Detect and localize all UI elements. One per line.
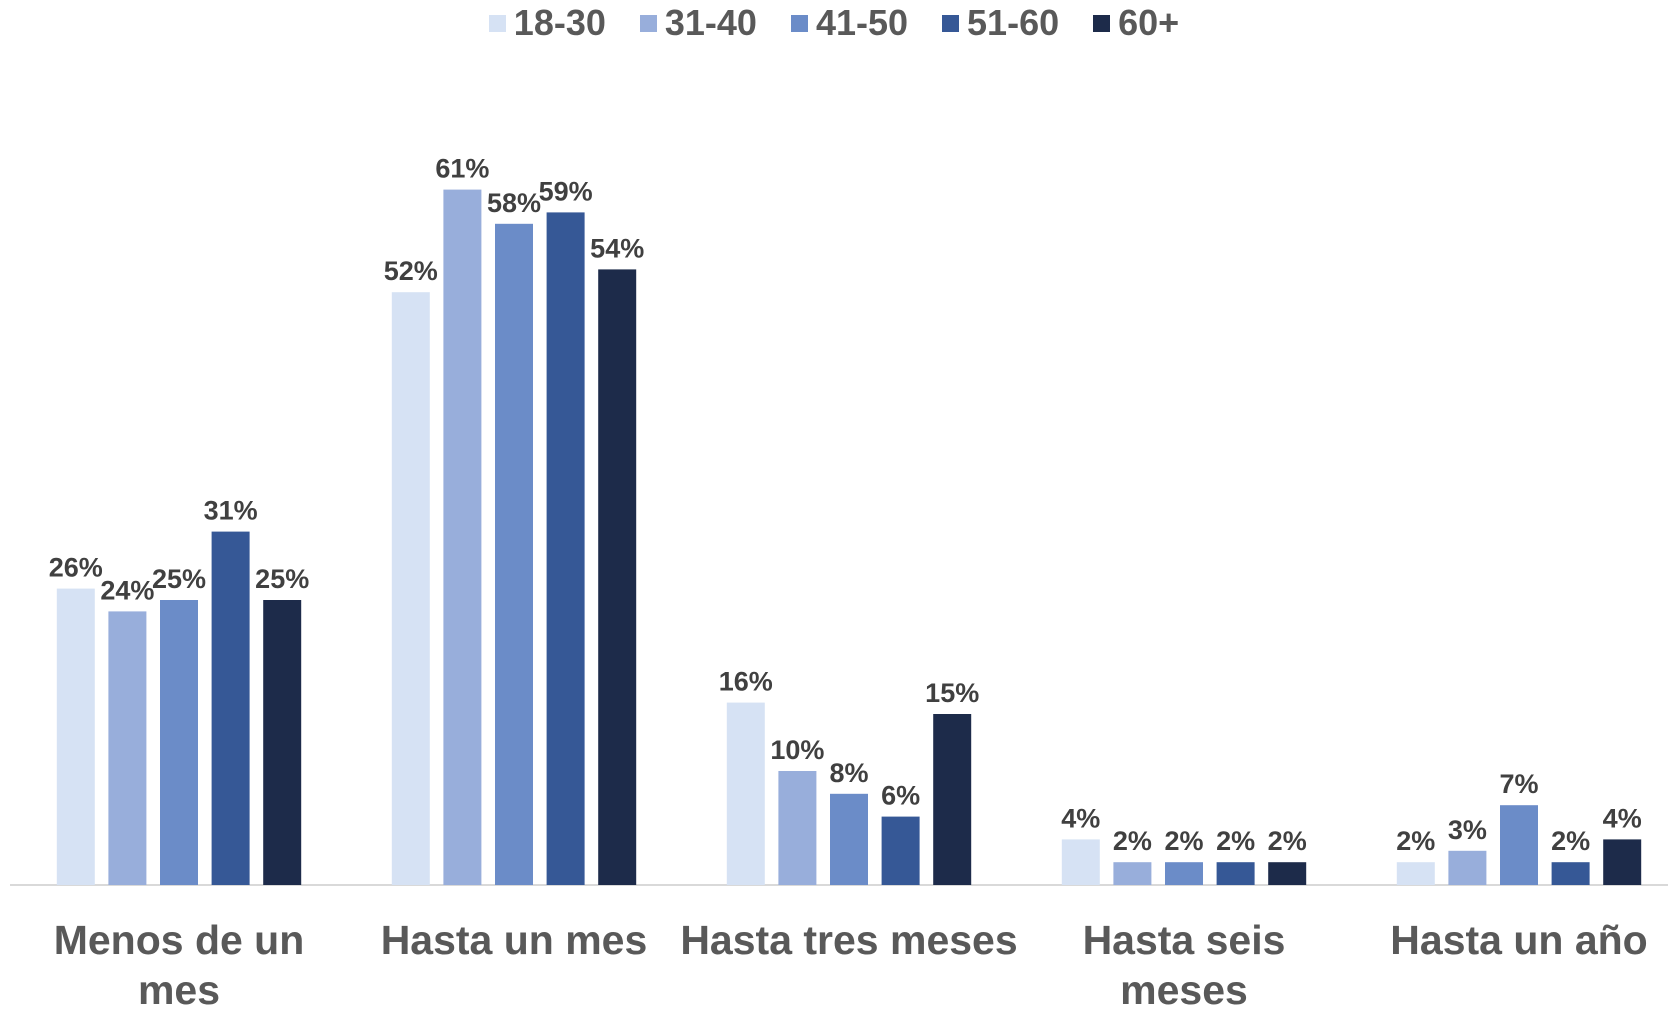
- bar: [546, 212, 585, 885]
- legend-item: 18-30: [488, 2, 606, 44]
- data-label: 15%: [925, 678, 979, 708]
- x-tick-label: Hasta seis meses: [1082, 917, 1286, 1013]
- legend-swatch: [488, 14, 506, 32]
- legend-label: 60+: [1118, 2, 1180, 43]
- bar: [1268, 862, 1307, 885]
- data-label: 4%: [1603, 803, 1642, 833]
- bar: [1500, 805, 1538, 885]
- bar: [778, 771, 817, 885]
- data-label: 54%: [590, 233, 644, 263]
- bar: [211, 531, 250, 885]
- legend-swatch: [639, 14, 657, 32]
- data-label: 2%: [1396, 826, 1435, 856]
- bar: [598, 269, 637, 885]
- legend-label: 41-50: [815, 2, 909, 43]
- legend-item: 51-60: [942, 2, 1059, 44]
- x-tick-label: Hasta un año: [1390, 917, 1648, 963]
- data-label: 3%: [1448, 815, 1487, 845]
- data-label: 25%: [152, 564, 206, 594]
- data-label: 24%: [100, 575, 154, 605]
- data-label: 52%: [384, 256, 438, 286]
- bar: [443, 189, 482, 886]
- legend-label: 51-60: [967, 2, 1060, 43]
- bar: [1448, 850, 1487, 885]
- data-label: 6%: [881, 781, 920, 811]
- data-label: 26%: [49, 553, 103, 583]
- bar: [391, 292, 430, 885]
- x-tick-label: Hasta tres meses: [680, 917, 1018, 963]
- data-label: 31%: [204, 496, 258, 526]
- data-label: 4%: [1061, 803, 1100, 833]
- data-label: 25%: [255, 564, 309, 594]
- data-label: 16%: [719, 667, 773, 697]
- legend-swatch: [1093, 14, 1111, 32]
- bar: [881, 816, 920, 885]
- legend-swatch: [790, 14, 808, 32]
- bar: [1113, 862, 1152, 885]
- bar: [56, 588, 95, 885]
- bar: [160, 600, 198, 885]
- bar: [1216, 862, 1255, 885]
- legend-swatch: [942, 14, 960, 32]
- data-label: 2%: [1216, 826, 1255, 856]
- data-label: 2%: [1268, 826, 1307, 856]
- bar: [726, 702, 765, 885]
- data-label: 61%: [435, 154, 489, 184]
- bar: [263, 600, 302, 885]
- data-label: 59%: [539, 176, 593, 206]
- legend-label: 31-40: [664, 2, 757, 43]
- data-label: 2%: [1113, 826, 1152, 856]
- data-label: 10%: [770, 735, 824, 765]
- bar: [1396, 862, 1435, 885]
- data-label: 2%: [1164, 826, 1203, 856]
- x-tick-label: Hasta un mes: [380, 917, 648, 963]
- bar: [1165, 862, 1203, 885]
- x-tick-label: Menos de un mes: [53, 917, 305, 1013]
- bar: [1603, 839, 1642, 885]
- legend: 18-30 31-40 41-50 51-60 60+: [0, 0, 1668, 46]
- data-label: 7%: [1499, 769, 1538, 799]
- data-label: 58%: [487, 188, 541, 218]
- bar: [933, 714, 972, 885]
- bar: [108, 611, 147, 885]
- legend-item: 41-50: [790, 2, 909, 44]
- data-label: 8%: [829, 758, 868, 788]
- bar: [830, 793, 868, 885]
- legend-item: 60+: [1093, 2, 1179, 44]
- bar: [1551, 862, 1590, 885]
- legend-item: 31-40: [639, 2, 757, 44]
- legend-label: 18-30: [513, 2, 606, 43]
- bar: [1061, 839, 1100, 885]
- data-label: 2%: [1551, 826, 1590, 856]
- bar: [495, 223, 533, 886]
